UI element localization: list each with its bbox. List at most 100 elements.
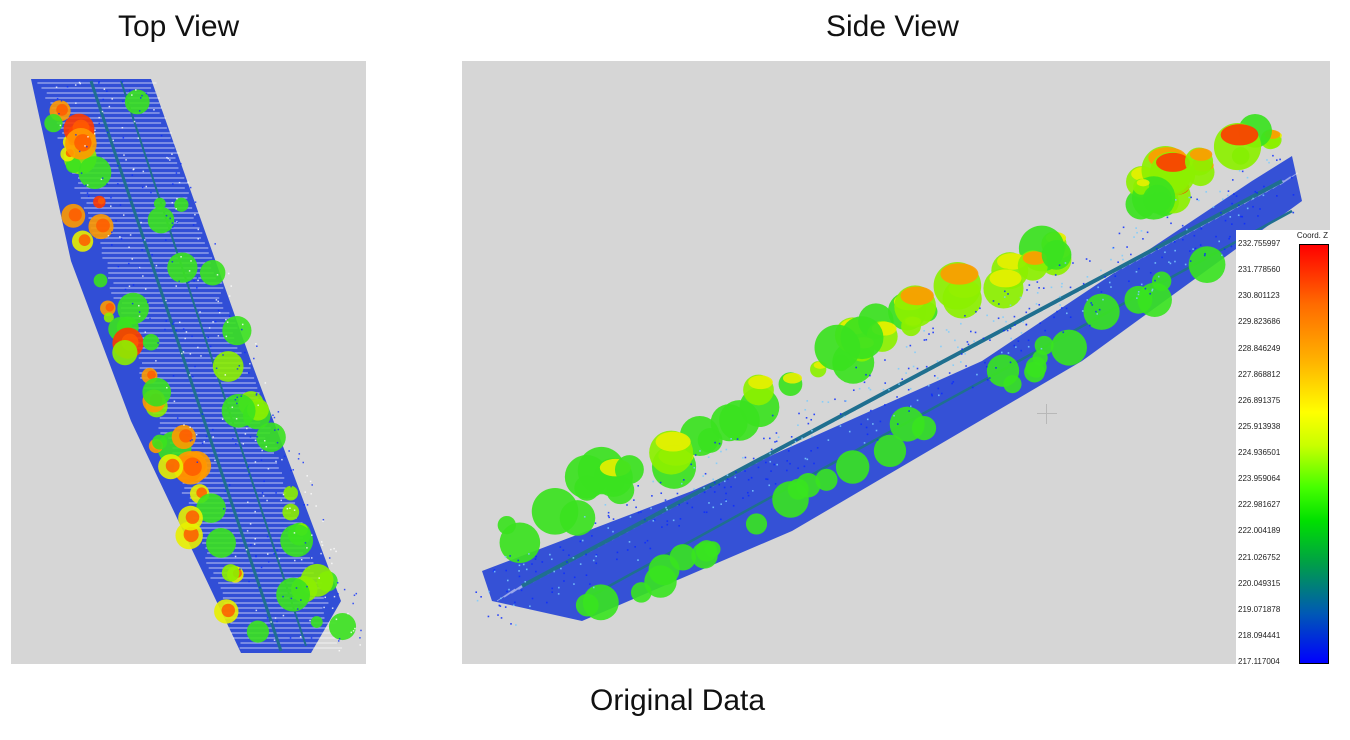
ground-point [1140,230,1143,232]
ground-point [487,615,490,618]
tree-canopy [282,503,300,521]
ground-point [350,631,353,634]
ground-point [1026,289,1028,291]
ground-point [592,559,595,562]
ground-point [352,602,354,605]
ground-point [185,331,188,333]
ground-point [1013,315,1016,318]
ground-point [171,261,174,263]
ground-point [212,321,214,323]
ground-point [693,488,695,491]
ground-point [1292,194,1295,196]
ground-point [665,506,667,509]
ground-point [492,570,495,573]
ground-point [128,262,130,265]
ground-point [124,288,127,291]
ground-point [787,450,790,452]
ground-point [1175,199,1177,201]
ground-point [98,122,100,125]
ground-point [1188,196,1190,199]
ground-point [262,495,265,497]
ground-point [868,387,870,389]
ground-point [306,547,308,549]
ground-point [1168,261,1170,263]
ground-point [197,228,200,231]
tree-canopy [328,612,357,641]
ground-point [310,493,312,495]
ground-point [765,478,767,480]
ground-point [884,382,887,384]
ground-point [343,588,346,591]
ground-point [923,339,926,341]
ground-point [1118,232,1121,235]
ground-point [216,274,219,276]
ground-point [297,458,300,460]
ground-point [751,490,754,492]
ground-point [141,186,144,189]
ground-point [995,367,997,369]
ground-point [192,224,195,226]
ground-point [720,450,722,453]
ground-point [200,355,202,357]
ground-point [175,208,177,210]
color-scale-tick: 223.959064 [1238,474,1281,484]
ground-point [282,595,284,598]
ground-point [723,480,726,483]
ground-point [811,435,813,438]
ground-point [773,463,776,466]
ground-point [604,504,607,506]
ground-point [1192,248,1194,250]
ground-point [480,595,482,598]
ground-point [827,401,830,404]
ground-point [1081,310,1084,312]
ground-point [331,562,333,565]
ground-point [303,504,305,506]
ground-point [157,342,159,344]
ground-point [933,375,936,377]
tree-crown-high [1136,179,1150,187]
ground-point [1161,256,1163,259]
ground-point [676,492,679,495]
side-view-title: Side View [826,10,959,43]
ground-point [59,124,62,127]
ground-point [106,183,108,185]
scan-line [503,584,523,598]
ground-point [637,485,639,487]
ground-point [1136,297,1138,299]
tree-canopy [1024,361,1045,383]
ground-point [1019,296,1022,299]
ground-point [1110,286,1112,288]
ground-point [122,136,125,139]
ground-point [1268,161,1270,164]
ground-point [589,583,591,585]
ground-point [1086,276,1089,278]
ground-point [986,378,989,381]
ground-point [1126,246,1128,248]
ground-point [1221,254,1223,257]
ground-point [165,239,167,241]
ground-point [553,570,556,573]
ground-point [179,321,181,324]
ground-point [992,300,995,302]
ground-point [260,566,263,569]
ground-point [786,460,788,462]
ground-point [518,570,520,572]
ground-point [650,507,652,510]
ground-point [196,277,199,279]
ground-point [912,365,915,368]
color-scale-tick: 220.049315 [1238,578,1281,588]
ground-point [224,490,227,493]
ground-point [311,484,313,486]
ground-point [960,322,962,325]
ground-point [172,183,174,185]
color-scale-tick: 217.117004 [1238,657,1280,666]
ground-point [1237,214,1240,217]
ground-point [725,500,727,502]
ground-point [506,590,508,593]
ground-point [189,186,192,189]
ground-point [652,519,655,522]
ground-point [982,337,985,340]
ground-point [804,408,807,411]
tree-canopy [1041,240,1072,270]
ground-point [255,394,258,396]
